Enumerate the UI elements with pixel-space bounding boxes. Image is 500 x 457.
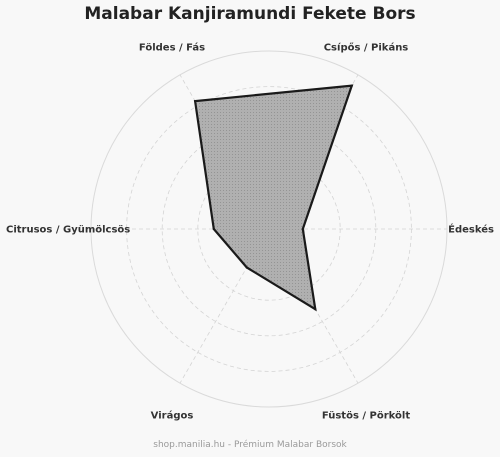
chart-title: Malabar Kanjiramundi Fekete Bors <box>84 4 416 24</box>
data-point-4 <box>245 266 248 269</box>
axis-label-6: Földes / Fás <box>139 42 205 54</box>
data-point-1 <box>350 84 353 87</box>
footer-credit: shop.manilia.hu - Prémium Malabar Borsok <box>153 440 347 450</box>
axis-label-3: Füstös / Pörkölt <box>322 411 410 422</box>
axis-label-5: Citrusos / Gyümölcsös <box>6 225 130 236</box>
series-area-1 <box>193 84 354 312</box>
data-point-3 <box>314 308 317 311</box>
data-point-6 <box>194 100 197 103</box>
axis-labels: Csípős / Pikáns Édeskés Füstös / Pörkölt Vi… <box>6 42 494 422</box>
data-point-2 <box>301 227 304 231</box>
axis-label-4: Virágos <box>151 410 194 422</box>
data-point-5 <box>212 227 215 231</box>
axis-label-1: Csípős / Pikáns <box>324 42 409 54</box>
axis-label-2: Édeskés <box>448 223 494 236</box>
radar-data-layer <box>193 84 354 312</box>
